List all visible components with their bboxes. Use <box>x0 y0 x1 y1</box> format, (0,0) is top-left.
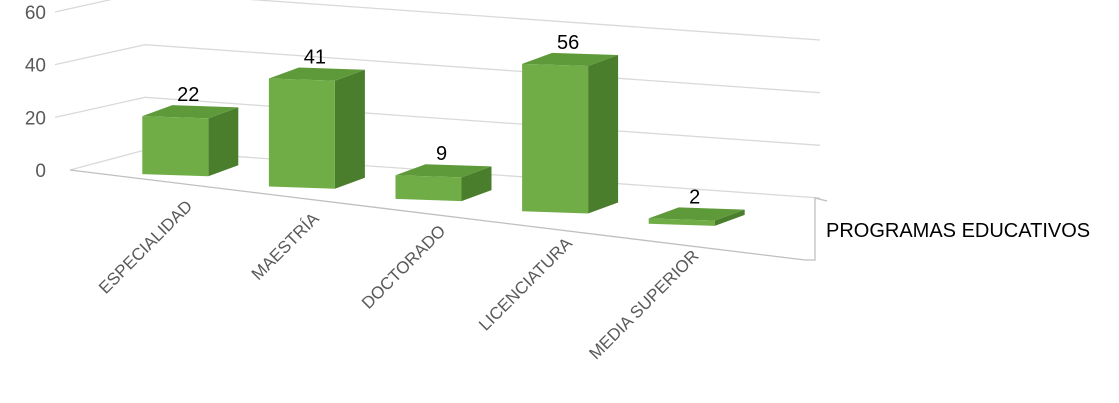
data-label: 56 <box>557 32 579 54</box>
data-label: 41 <box>304 47 326 69</box>
series-label: PROGRAMAS EDUCATIVOS <box>826 220 1090 242</box>
bar-top <box>522 52 619 67</box>
bar-side <box>588 55 619 214</box>
series-axis: PROGRAMAS EDUCATIVOS <box>826 220 1090 242</box>
bar-top <box>648 207 745 221</box>
bar-top <box>142 105 239 119</box>
bar-side <box>714 209 745 226</box>
y-tick-label: 40 <box>25 56 46 77</box>
x-category-label: MAESTRÍA <box>248 209 323 284</box>
bar <box>522 63 589 214</box>
depth-axis <box>805 197 828 261</box>
data-label: 9 <box>436 143 447 165</box>
bar-side <box>334 69 365 189</box>
data-label: 2 <box>689 186 700 208</box>
bar <box>268 78 335 189</box>
bar-top <box>395 164 492 178</box>
bar <box>142 116 209 177</box>
gridline <box>54 44 821 94</box>
y-tick-label: 0 <box>35 161 46 182</box>
y-tick-label: 60 <box>25 3 46 24</box>
x-category-label: ESPECIALIDAD <box>95 197 196 298</box>
x-category-label: LICENCIATURA <box>475 233 576 334</box>
data-label: 22 <box>177 84 199 106</box>
x-axis-line <box>69 169 806 261</box>
bar-side <box>208 107 239 177</box>
bar-side <box>461 166 492 202</box>
gridline <box>54 0 821 41</box>
bar <box>395 175 462 202</box>
bars: 22 41 9 56 2 <box>142 32 745 226</box>
bar <box>648 218 715 226</box>
bar-top <box>268 67 365 81</box>
y-tick-label: 20 <box>25 108 46 129</box>
x-category-label: DOCTORADO <box>358 221 449 312</box>
x-category-label: MEDIA SUPERIOR <box>586 246 703 363</box>
y-axis-ticks: 0 20 40 60 <box>25 3 46 182</box>
category-labels: ESPECIALIDAD MAESTRÍA DOCTORADO LICENCIATUR… <box>95 197 702 364</box>
